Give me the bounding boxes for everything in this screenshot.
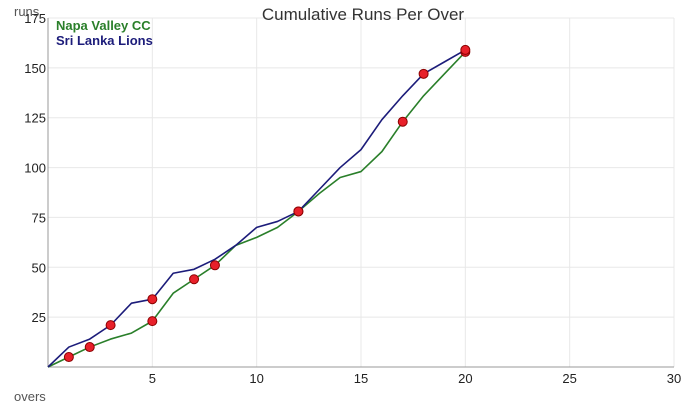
series-lines (47, 49, 466, 368)
x-tick-label: 15 (354, 371, 368, 386)
legend-item-napa-valley-cc: Napa Valley CC (56, 18, 151, 33)
wicket-marker-napa-valley-cc (147, 316, 158, 327)
y-tick-label: 100 (24, 161, 46, 176)
wicket-marker-napa-valley-cc (63, 352, 74, 363)
y-tick-label: 50 (32, 260, 46, 275)
grid-lines (48, 17, 675, 367)
wicket-marker-sri-lanka-lions (147, 294, 158, 305)
wicket-marker-sri-lanka-lions (418, 68, 429, 79)
axes (47, 18, 674, 368)
y-tick-label: 175 (24, 11, 46, 26)
y-tick-label: 150 (24, 61, 46, 76)
y-tick-label: 25 (32, 310, 46, 325)
x-tick-label: 20 (458, 371, 472, 386)
wicket-markers (63, 44, 471, 363)
legend: Napa Valley CC Sri Lanka Lions (56, 18, 153, 48)
wicket-marker-sri-lanka-lions (105, 320, 116, 331)
tick-labels: 5 10 15 20 25 30 25 50 75 100 125 150 175 (24, 11, 681, 386)
wicket-marker-napa-valley-cc (189, 274, 200, 285)
series-line-napa-valley-cc (47, 51, 466, 368)
wicket-marker-napa-valley-cc (84, 342, 95, 353)
wicket-marker-napa-valley-cc (397, 116, 408, 127)
x-tick-label: 10 (249, 371, 263, 386)
y-tick-label: 75 (32, 210, 46, 225)
legend-item-sri-lanka-lions: Sri Lanka Lions (56, 33, 153, 48)
wicket-marker-sri-lanka-lions (293, 206, 304, 217)
chart-title: Cumulative Runs Per Over (262, 5, 465, 24)
y-axis-title: runs (14, 4, 40, 19)
x-axis-title: overs (14, 389, 46, 404)
x-tick-label: 30 (667, 371, 681, 386)
wicket-marker-sri-lanka-lions (460, 44, 471, 55)
x-tick-label: 25 (562, 371, 576, 386)
x-tick-label: 5 (149, 371, 156, 386)
series-line-sri-lanka-lions (47, 49, 466, 368)
wicket-marker-napa-valley-cc (209, 260, 220, 271)
y-tick-label: 125 (24, 111, 46, 126)
